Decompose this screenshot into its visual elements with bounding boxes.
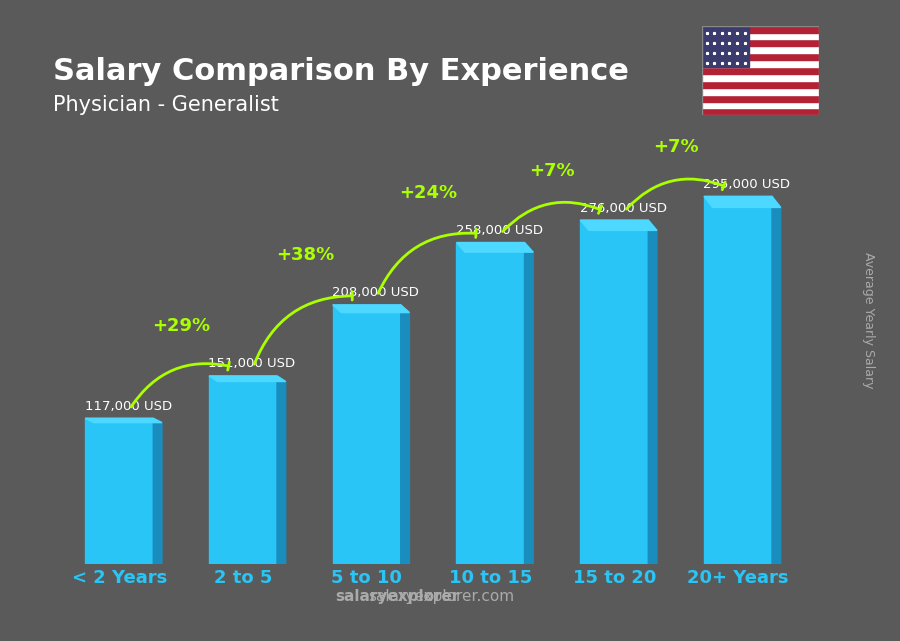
Polygon shape bbox=[333, 305, 410, 313]
Bar bbox=[702, 26, 749, 67]
Polygon shape bbox=[580, 220, 657, 230]
Bar bbox=[456, 242, 525, 564]
Bar bbox=[209, 376, 277, 564]
Polygon shape bbox=[86, 418, 162, 422]
Bar bbox=[702, 101, 819, 108]
Polygon shape bbox=[456, 242, 533, 252]
Text: +24%: +24% bbox=[400, 184, 458, 202]
Polygon shape bbox=[704, 196, 780, 208]
Polygon shape bbox=[277, 376, 285, 564]
Bar bbox=[702, 74, 819, 81]
Bar bbox=[702, 26, 819, 33]
Bar bbox=[702, 81, 819, 88]
Text: 208,000 USD: 208,000 USD bbox=[332, 287, 419, 299]
Polygon shape bbox=[400, 305, 410, 564]
Bar bbox=[702, 46, 819, 53]
Text: 117,000 USD: 117,000 USD bbox=[85, 400, 172, 413]
Text: salaryexplorer: salaryexplorer bbox=[336, 590, 460, 604]
Bar bbox=[702, 33, 819, 40]
Bar bbox=[702, 60, 819, 67]
Text: Average Yearly Salary: Average Yearly Salary bbox=[862, 253, 875, 388]
Text: salaryexplorer.com: salaryexplorer.com bbox=[368, 590, 514, 604]
Bar bbox=[704, 196, 772, 564]
Bar bbox=[702, 88, 819, 95]
Polygon shape bbox=[648, 220, 657, 564]
Text: +29%: +29% bbox=[152, 317, 211, 335]
Text: 295,000 USD: 295,000 USD bbox=[704, 178, 790, 191]
Bar bbox=[702, 40, 819, 46]
Text: 151,000 USD: 151,000 USD bbox=[208, 358, 295, 370]
Bar bbox=[333, 305, 400, 564]
Bar bbox=[86, 418, 153, 564]
Text: 276,000 USD: 276,000 USD bbox=[580, 202, 667, 215]
Polygon shape bbox=[772, 196, 780, 564]
Bar bbox=[702, 53, 819, 60]
Text: Physician - Generalist: Physician - Generalist bbox=[53, 96, 279, 115]
Text: +38%: +38% bbox=[275, 246, 334, 265]
Polygon shape bbox=[209, 376, 285, 381]
Polygon shape bbox=[525, 242, 533, 564]
Bar bbox=[580, 220, 648, 564]
Bar bbox=[702, 95, 819, 101]
Text: +7%: +7% bbox=[529, 162, 575, 179]
Text: 258,000 USD: 258,000 USD bbox=[455, 224, 543, 237]
Bar bbox=[702, 67, 819, 74]
Bar bbox=[702, 108, 819, 115]
Polygon shape bbox=[153, 418, 162, 564]
Text: Salary Comparison By Experience: Salary Comparison By Experience bbox=[53, 57, 629, 86]
Text: +7%: +7% bbox=[653, 138, 699, 156]
